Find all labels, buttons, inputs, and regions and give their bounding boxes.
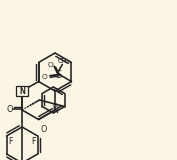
Text: CH₃: CH₃ bbox=[58, 57, 71, 64]
Text: F: F bbox=[32, 136, 36, 145]
Text: O: O bbox=[47, 61, 53, 68]
Text: O: O bbox=[41, 124, 47, 134]
Text: N: N bbox=[19, 87, 25, 96]
FancyBboxPatch shape bbox=[16, 86, 28, 96]
Text: N: N bbox=[19, 87, 25, 96]
Text: S: S bbox=[55, 69, 62, 80]
Text: O: O bbox=[7, 104, 13, 113]
Text: N: N bbox=[52, 105, 58, 115]
Text: F: F bbox=[8, 136, 13, 145]
Text: H: H bbox=[53, 103, 57, 108]
Text: O: O bbox=[42, 74, 48, 80]
